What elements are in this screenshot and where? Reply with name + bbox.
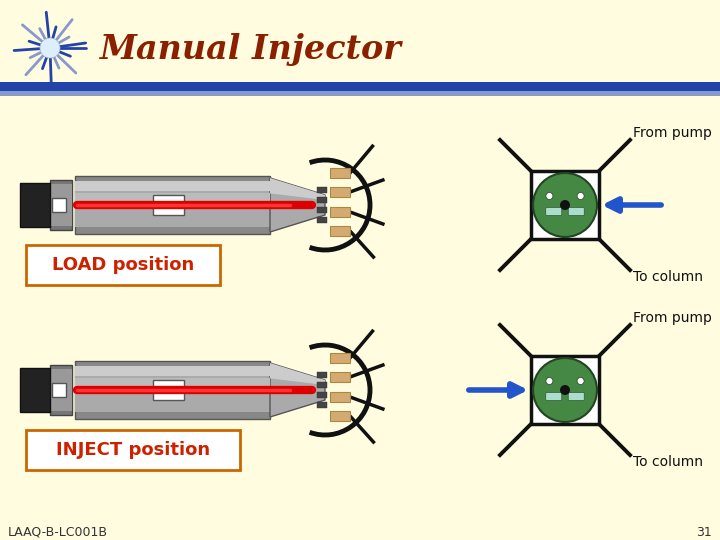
Circle shape [40,38,60,58]
Text: From pump: From pump [633,126,712,140]
Bar [75,361,270,419]
Polygon shape [270,178,325,200]
Circle shape [577,192,584,199]
Circle shape [546,377,553,384]
Bar [330,207,350,217]
Circle shape [533,173,597,237]
Text: 31: 31 [696,525,712,538]
Bar [330,411,350,421]
Bar [75,379,270,390]
FancyBboxPatch shape [546,393,562,401]
Bar [330,372,350,382]
Bar [50,365,72,415]
FancyBboxPatch shape [568,207,584,215]
Bar [75,193,270,205]
Circle shape [577,377,584,384]
Text: To column: To column [633,270,703,284]
Bar [153,195,184,215]
Text: LAAQ-B-LC001B: LAAQ-B-LC001B [8,525,108,538]
Bar [317,402,327,408]
Bar [317,207,327,213]
Bar [330,226,350,236]
Bar [330,187,350,197]
FancyBboxPatch shape [26,430,240,470]
Text: INJECT position: INJECT position [56,441,210,459]
Bar [52,383,66,397]
Bar [75,366,270,376]
Bar [20,183,50,227]
Bar [330,168,350,178]
Bar [317,382,327,388]
Bar [52,198,66,212]
Bar [330,392,350,402]
Bar [20,368,50,412]
Bar [317,372,327,378]
Polygon shape [270,178,325,232]
Bar [330,353,350,363]
Polygon shape [270,363,325,385]
Circle shape [533,358,597,422]
Bar [317,392,327,398]
Bar [531,356,599,424]
Text: LOAD position: LOAD position [52,256,194,274]
Bar [0,91,720,96]
FancyBboxPatch shape [568,393,584,401]
Circle shape [560,200,570,210]
Bar [317,187,327,193]
Polygon shape [270,363,325,417]
FancyBboxPatch shape [26,245,220,285]
Circle shape [560,385,570,395]
Text: Manual Injector: Manual Injector [100,33,402,66]
Bar [50,180,72,230]
FancyBboxPatch shape [546,207,562,215]
Bar [317,197,327,203]
Bar [50,184,72,226]
Text: From pump: From pump [633,311,712,325]
Bar [317,217,327,223]
Bar [75,183,270,227]
Circle shape [546,192,553,199]
Bar [153,380,184,400]
Bar [0,82,720,91]
Bar [75,368,270,412]
Bar [50,369,72,411]
Bar [531,171,599,239]
Text: To column: To column [633,455,703,469]
Bar [75,176,270,234]
Bar [75,181,270,191]
